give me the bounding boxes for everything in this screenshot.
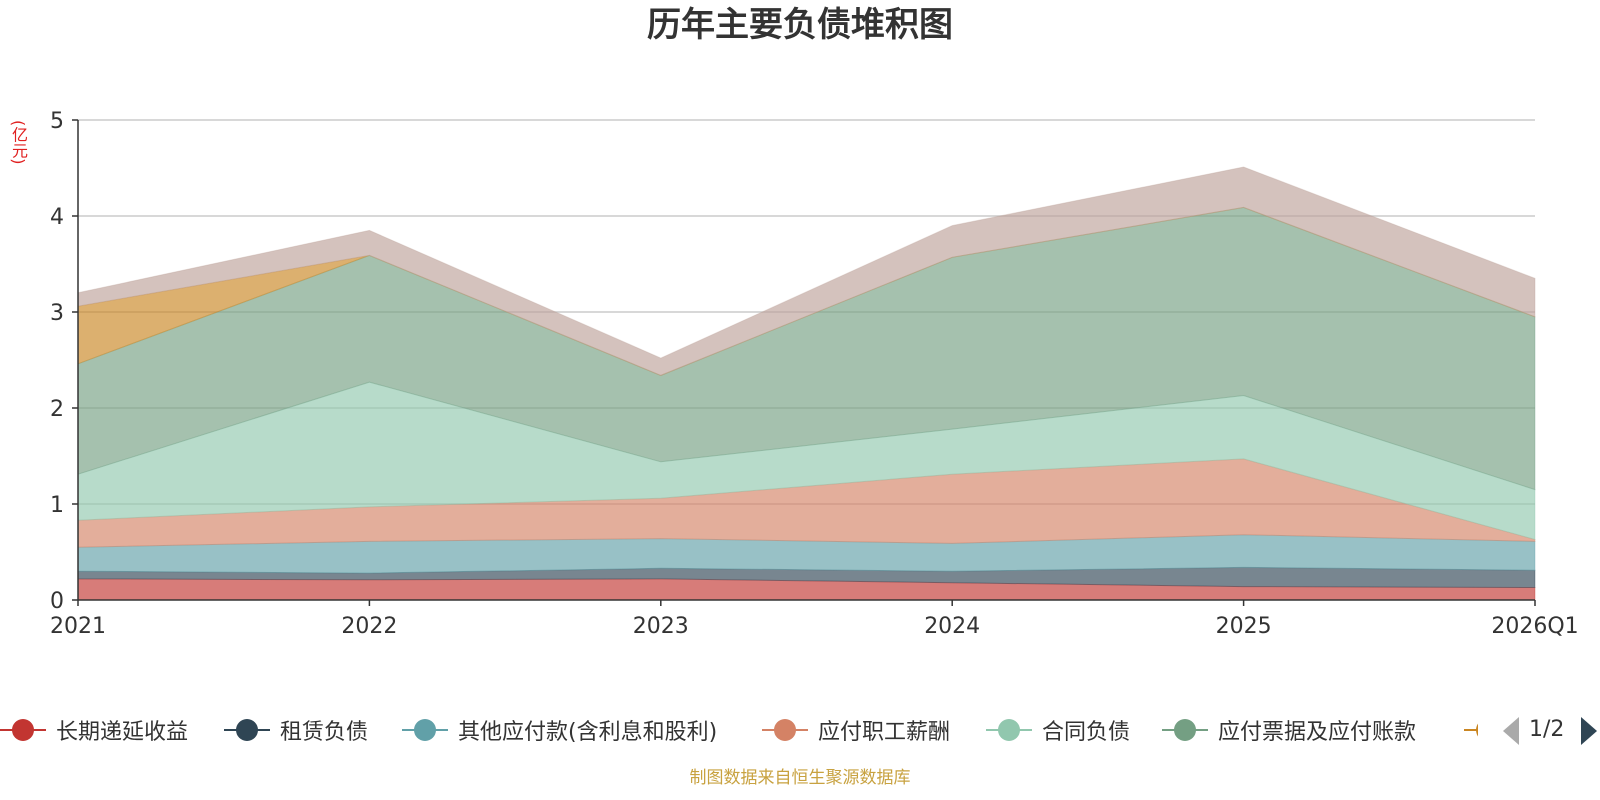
legend: 长期递延收益 租赁负债 其他应付款(含利息和股利) 应付职工薪酬 合同负债 应付票据及应付… <box>0 710 1600 750</box>
legend-item-label: 应付职工薪酬 <box>818 720 951 745</box>
legend-marker-icon <box>1162 710 1208 750</box>
legend-item-label: 合同负债 <box>1042 720 1131 745</box>
x-tick-label: 2026Q1 <box>1491 614 1578 639</box>
legend-item-label: 应付票据及应付账款 <box>1218 720 1417 745</box>
legend-marker-icon <box>986 710 1032 750</box>
area-series-其他 <box>77 166 1536 376</box>
chart-title: 历年主要负债堆积图 <box>647 5 953 45</box>
legend-item-租赁负债[interactable]: 租赁负债 <box>224 710 368 750</box>
x-tick-label: 2024 <box>924 614 980 639</box>
legend-page-indicator: 1/2 <box>1529 717 1565 742</box>
y-tick-label: 0 <box>50 589 64 614</box>
axes: 0 1 2 3 4 5 2021 2022 2023 2024 2025 2026Q1 <box>50 109 1579 639</box>
x-tick-label: 2022 <box>341 614 397 639</box>
source-note: 制图数据来自恒生聚源数据库 <box>689 768 911 788</box>
legend-item-合同负债[interactable]: 合同负债 <box>986 710 1130 750</box>
legend-item-应付票据及应付账款[interactable]: 应付票据及应付账款 <box>1162 710 1416 750</box>
y-tick-label: 1 <box>50 493 64 518</box>
y-tick-label: 4 <box>50 205 64 230</box>
legend-marker-icon <box>0 710 46 750</box>
legend-pager: 1/2 <box>1503 712 1600 748</box>
legend-marker-icon <box>402 710 448 750</box>
y-axis-unit-label: (亿元) <box>9 120 28 165</box>
legend-marker-icon <box>762 710 808 750</box>
x-tick-label: 2021 <box>50 614 106 639</box>
legend-next-page-button[interactable] <box>1581 717 1597 745</box>
y-tick-label: 3 <box>50 301 64 326</box>
x-tick-label: 2023 <box>633 614 689 639</box>
x-tick-label: 2025 <box>1216 614 1272 639</box>
legend-item-partial-marker <box>1464 710 1478 750</box>
legend-item-长期递延收益[interactable]: 长期递延收益 <box>0 710 188 750</box>
legend-item-label: 租赁负债 <box>280 720 369 745</box>
y-tick-label: 2 <box>50 397 64 422</box>
stacked-areas <box>77 166 1536 601</box>
legend-item-应付职工薪酬[interactable]: 应付职工薪酬 <box>762 710 950 750</box>
legend-marker-icon <box>224 710 270 750</box>
legend-prev-page-button[interactable] <box>1503 717 1519 745</box>
legend-item-label: 其他应付款(含利息和股利) <box>458 720 718 745</box>
legend-item-其他应付款(含利息和股利)[interactable]: 其他应付款(含利息和股利) <box>402 710 717 750</box>
legend-item-label: 长期递延收益 <box>56 720 189 745</box>
y-tick-label: 5 <box>50 109 64 134</box>
